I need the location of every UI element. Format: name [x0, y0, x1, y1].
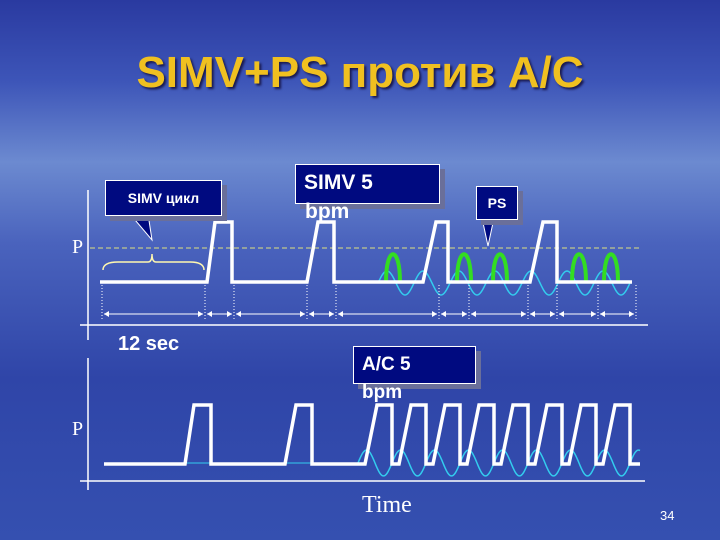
cycle-pointer	[128, 213, 153, 242]
ps-breath	[455, 252, 473, 283]
ps-breath	[602, 252, 620, 283]
page-number: 34	[660, 508, 675, 523]
patient-effort-wave-ac	[357, 449, 641, 477]
top-panel	[80, 190, 648, 340]
ac-rate-callout: A/C 5	[353, 346, 476, 384]
ps-pointer	[481, 217, 495, 247]
simv-cycle-callout: SIMV цикл	[105, 180, 222, 216]
ac-rate-unit: bpm	[362, 382, 403, 403]
arrow-head	[309, 311, 334, 317]
ps-breath	[570, 252, 588, 283]
ps-callout: PS	[476, 186, 518, 220]
simv-pressure-wave	[100, 220, 632, 284]
bottom-panel	[80, 358, 645, 490]
ps-breath	[491, 252, 509, 283]
arrow-head	[530, 311, 555, 317]
cycle-brace	[102, 253, 205, 271]
slide-title: SIMV+PS против A/C	[136, 48, 584, 97]
bottom-p-axis-label: P	[72, 418, 84, 440]
top-p-axis-label: P	[72, 236, 84, 258]
interval-label: 12 sec	[118, 333, 180, 355]
simv-rate-unit: bpm	[305, 200, 350, 223]
arrow-head	[207, 311, 232, 317]
time-axis-label: Time	[362, 492, 412, 518]
ac-pressure-wave	[104, 403, 640, 466]
ps-breath	[384, 252, 402, 283]
simv-rate-callout: SIMV 5	[295, 164, 440, 204]
